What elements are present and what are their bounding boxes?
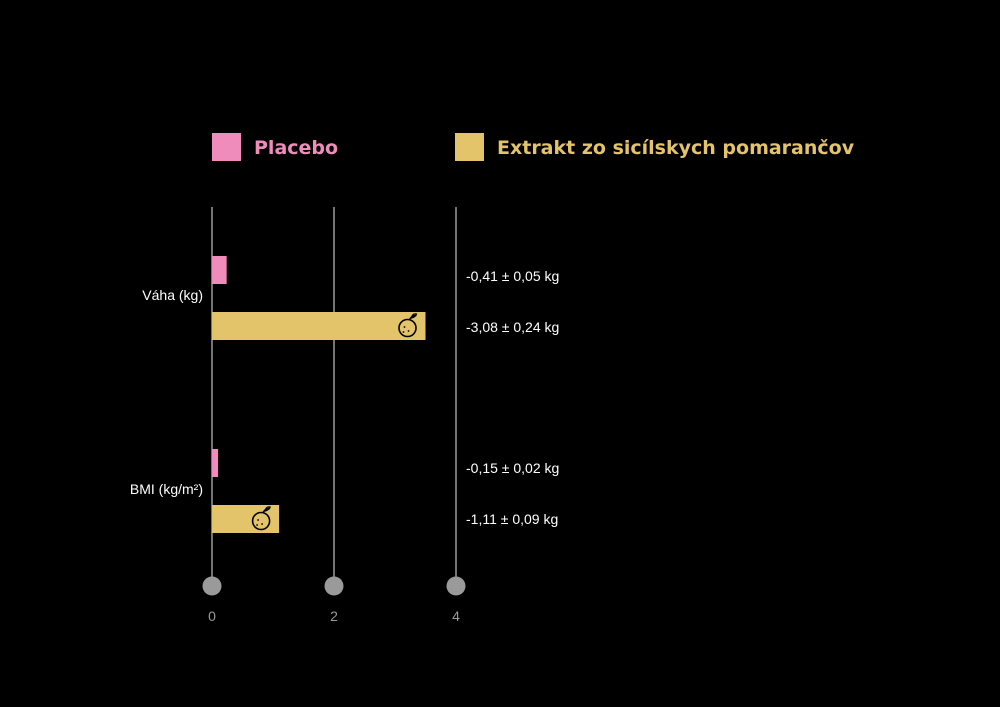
value-label-extract-1: -1,11 ± 0,09 kg — [466, 511, 558, 527]
tick-label-4: 4 — [452, 608, 460, 624]
orange-fruit-icon — [398, 313, 418, 338]
value-label-extract-0: -3,08 ± 0,24 kg — [466, 319, 559, 335]
bar-placebo-0 — [212, 256, 227, 284]
orange-fruit-icon — [251, 506, 271, 531]
bar-placebo-1 — [212, 449, 219, 477]
legend-label-extract: Extrakt zo sicílskych pomarančov — [497, 137, 855, 159]
tick-dot-2 — [324, 576, 344, 596]
value-label-placebo-0: -0,41 ± 0,05 kg — [466, 268, 559, 284]
tick-label-2: 2 — [330, 608, 338, 624]
category-label-1: BMI (kg/m²) — [130, 481, 203, 497]
value-label-placebo-1: -0,15 ± 0,02 kg — [466, 460, 559, 476]
bar-extract-0 — [212, 312, 426, 340]
tick-dot-0 — [202, 576, 222, 596]
tick-dot-4 — [446, 576, 466, 596]
category-label-0: Váha (kg) — [142, 287, 203, 303]
legend-swatch-extract — [455, 133, 484, 161]
ticks: 0 2 4 — [202, 576, 466, 624]
legend-label-placebo: Placebo — [254, 137, 338, 159]
tick-label-0: 0 — [208, 608, 216, 624]
labels: Váha (kg) -0,41 ± 0,05 kg -3,08 ± 0,24 kg B… — [130, 268, 559, 527]
legend: Placebo Extrakt zo sicílskych pomarančov — [212, 133, 855, 161]
legend-swatch-placebo — [212, 133, 241, 161]
bars — [212, 256, 426, 533]
